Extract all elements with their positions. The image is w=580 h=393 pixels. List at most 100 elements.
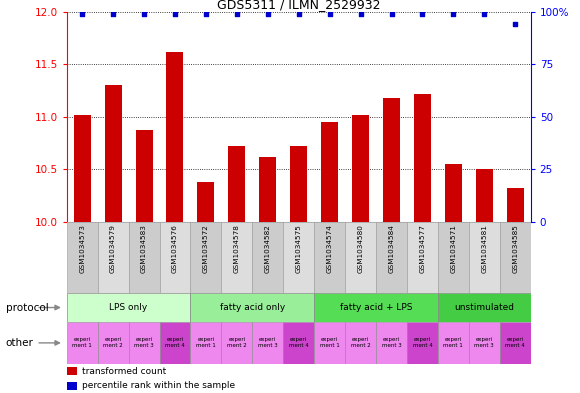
Point: [294, 11, 303, 17]
Bar: [252, 322, 283, 364]
Text: GSM1034575: GSM1034575: [296, 224, 302, 273]
Bar: [476, 169, 493, 222]
Text: fatty acid only: fatty acid only: [220, 303, 285, 312]
Text: experi
ment 4: experi ment 4: [412, 338, 432, 348]
Bar: [507, 188, 524, 222]
Text: experi
ment 1: experi ment 1: [72, 338, 92, 348]
Text: GSM1034578: GSM1034578: [234, 224, 240, 273]
Bar: [283, 222, 314, 293]
Bar: [160, 322, 190, 364]
Bar: [383, 98, 400, 222]
Text: experi
ment 1: experi ment 1: [320, 338, 339, 348]
Bar: [314, 322, 345, 364]
Bar: [222, 222, 252, 293]
Bar: [67, 322, 97, 364]
Text: experi
ment 2: experi ment 2: [351, 338, 371, 348]
Bar: [500, 222, 531, 293]
Bar: [376, 322, 407, 364]
Bar: [438, 322, 469, 364]
Point: [263, 11, 273, 17]
Point: [387, 11, 396, 17]
Bar: [314, 222, 345, 293]
Title: GDS5311 / ILMN_2529932: GDS5311 / ILMN_2529932: [217, 0, 380, 11]
Bar: [67, 222, 97, 293]
Text: experi
ment 4: experi ment 4: [505, 338, 525, 348]
Text: LPS only: LPS only: [110, 303, 148, 312]
Text: protocol: protocol: [6, 303, 49, 312]
Text: GSM1034572: GSM1034572: [203, 224, 209, 273]
Point: [171, 11, 180, 17]
Text: experi
ment 3: experi ment 3: [474, 338, 494, 348]
Bar: [314, 293, 438, 322]
Bar: [197, 182, 215, 222]
Text: GSM1034576: GSM1034576: [172, 224, 178, 273]
Text: experi
ment 3: experi ment 3: [258, 338, 278, 348]
Bar: [129, 222, 160, 293]
Text: experi
ment 4: experi ment 4: [165, 338, 185, 348]
Text: GSM1034584: GSM1034584: [389, 224, 394, 273]
Bar: [190, 322, 222, 364]
Text: experi
ment 1: experi ment 1: [196, 338, 216, 348]
Bar: [500, 322, 531, 364]
Point: [356, 11, 365, 17]
Point: [232, 11, 241, 17]
Bar: [160, 222, 190, 293]
Bar: [129, 322, 160, 364]
Text: experi
ment 2: experi ment 2: [227, 338, 246, 348]
Bar: [438, 222, 469, 293]
Bar: [222, 322, 252, 364]
Bar: [352, 115, 369, 222]
Text: experi
ment 2: experi ment 2: [103, 338, 123, 348]
Text: experi
ment 3: experi ment 3: [382, 338, 401, 348]
Bar: [469, 322, 500, 364]
Text: GSM1034580: GSM1034580: [357, 224, 364, 273]
Text: transformed count: transformed count: [82, 367, 166, 376]
Bar: [229, 146, 245, 222]
Point: [510, 21, 520, 28]
Bar: [74, 115, 90, 222]
Point: [418, 11, 427, 17]
Point: [201, 11, 211, 17]
Text: GSM1034573: GSM1034573: [79, 224, 85, 273]
Text: GSM1034583: GSM1034583: [141, 224, 147, 273]
Bar: [345, 222, 376, 293]
Bar: [67, 382, 77, 390]
Text: GSM1034577: GSM1034577: [419, 224, 426, 273]
Bar: [469, 222, 500, 293]
Text: other: other: [6, 338, 34, 348]
Bar: [345, 322, 376, 364]
Bar: [67, 367, 77, 375]
Text: fatty acid + LPS: fatty acid + LPS: [340, 303, 412, 312]
Text: experi
ment 4: experi ment 4: [289, 338, 309, 348]
Point: [480, 11, 489, 17]
Text: GSM1034574: GSM1034574: [327, 224, 333, 273]
Bar: [97, 322, 129, 364]
Bar: [252, 222, 283, 293]
Bar: [136, 130, 153, 222]
Bar: [376, 222, 407, 293]
Bar: [407, 222, 438, 293]
Text: GSM1034571: GSM1034571: [450, 224, 456, 273]
Bar: [97, 222, 129, 293]
Point: [139, 11, 148, 17]
Bar: [283, 322, 314, 364]
Bar: [259, 157, 276, 222]
Bar: [166, 52, 183, 222]
Bar: [67, 293, 190, 322]
Bar: [438, 293, 531, 322]
Text: GSM1034585: GSM1034585: [512, 224, 519, 273]
Bar: [321, 122, 338, 222]
Text: experi
ment 1: experi ment 1: [444, 338, 463, 348]
Bar: [407, 322, 438, 364]
Point: [325, 11, 334, 17]
Point: [108, 11, 118, 17]
Point: [449, 11, 458, 17]
Bar: [290, 146, 307, 222]
Point: [78, 11, 87, 17]
Text: GSM1034581: GSM1034581: [481, 224, 487, 273]
Text: unstimulated: unstimulated: [454, 303, 514, 312]
Text: experi
ment 3: experi ment 3: [134, 338, 154, 348]
Text: GSM1034582: GSM1034582: [264, 224, 271, 273]
Bar: [190, 222, 222, 293]
Text: GSM1034579: GSM1034579: [110, 224, 116, 273]
